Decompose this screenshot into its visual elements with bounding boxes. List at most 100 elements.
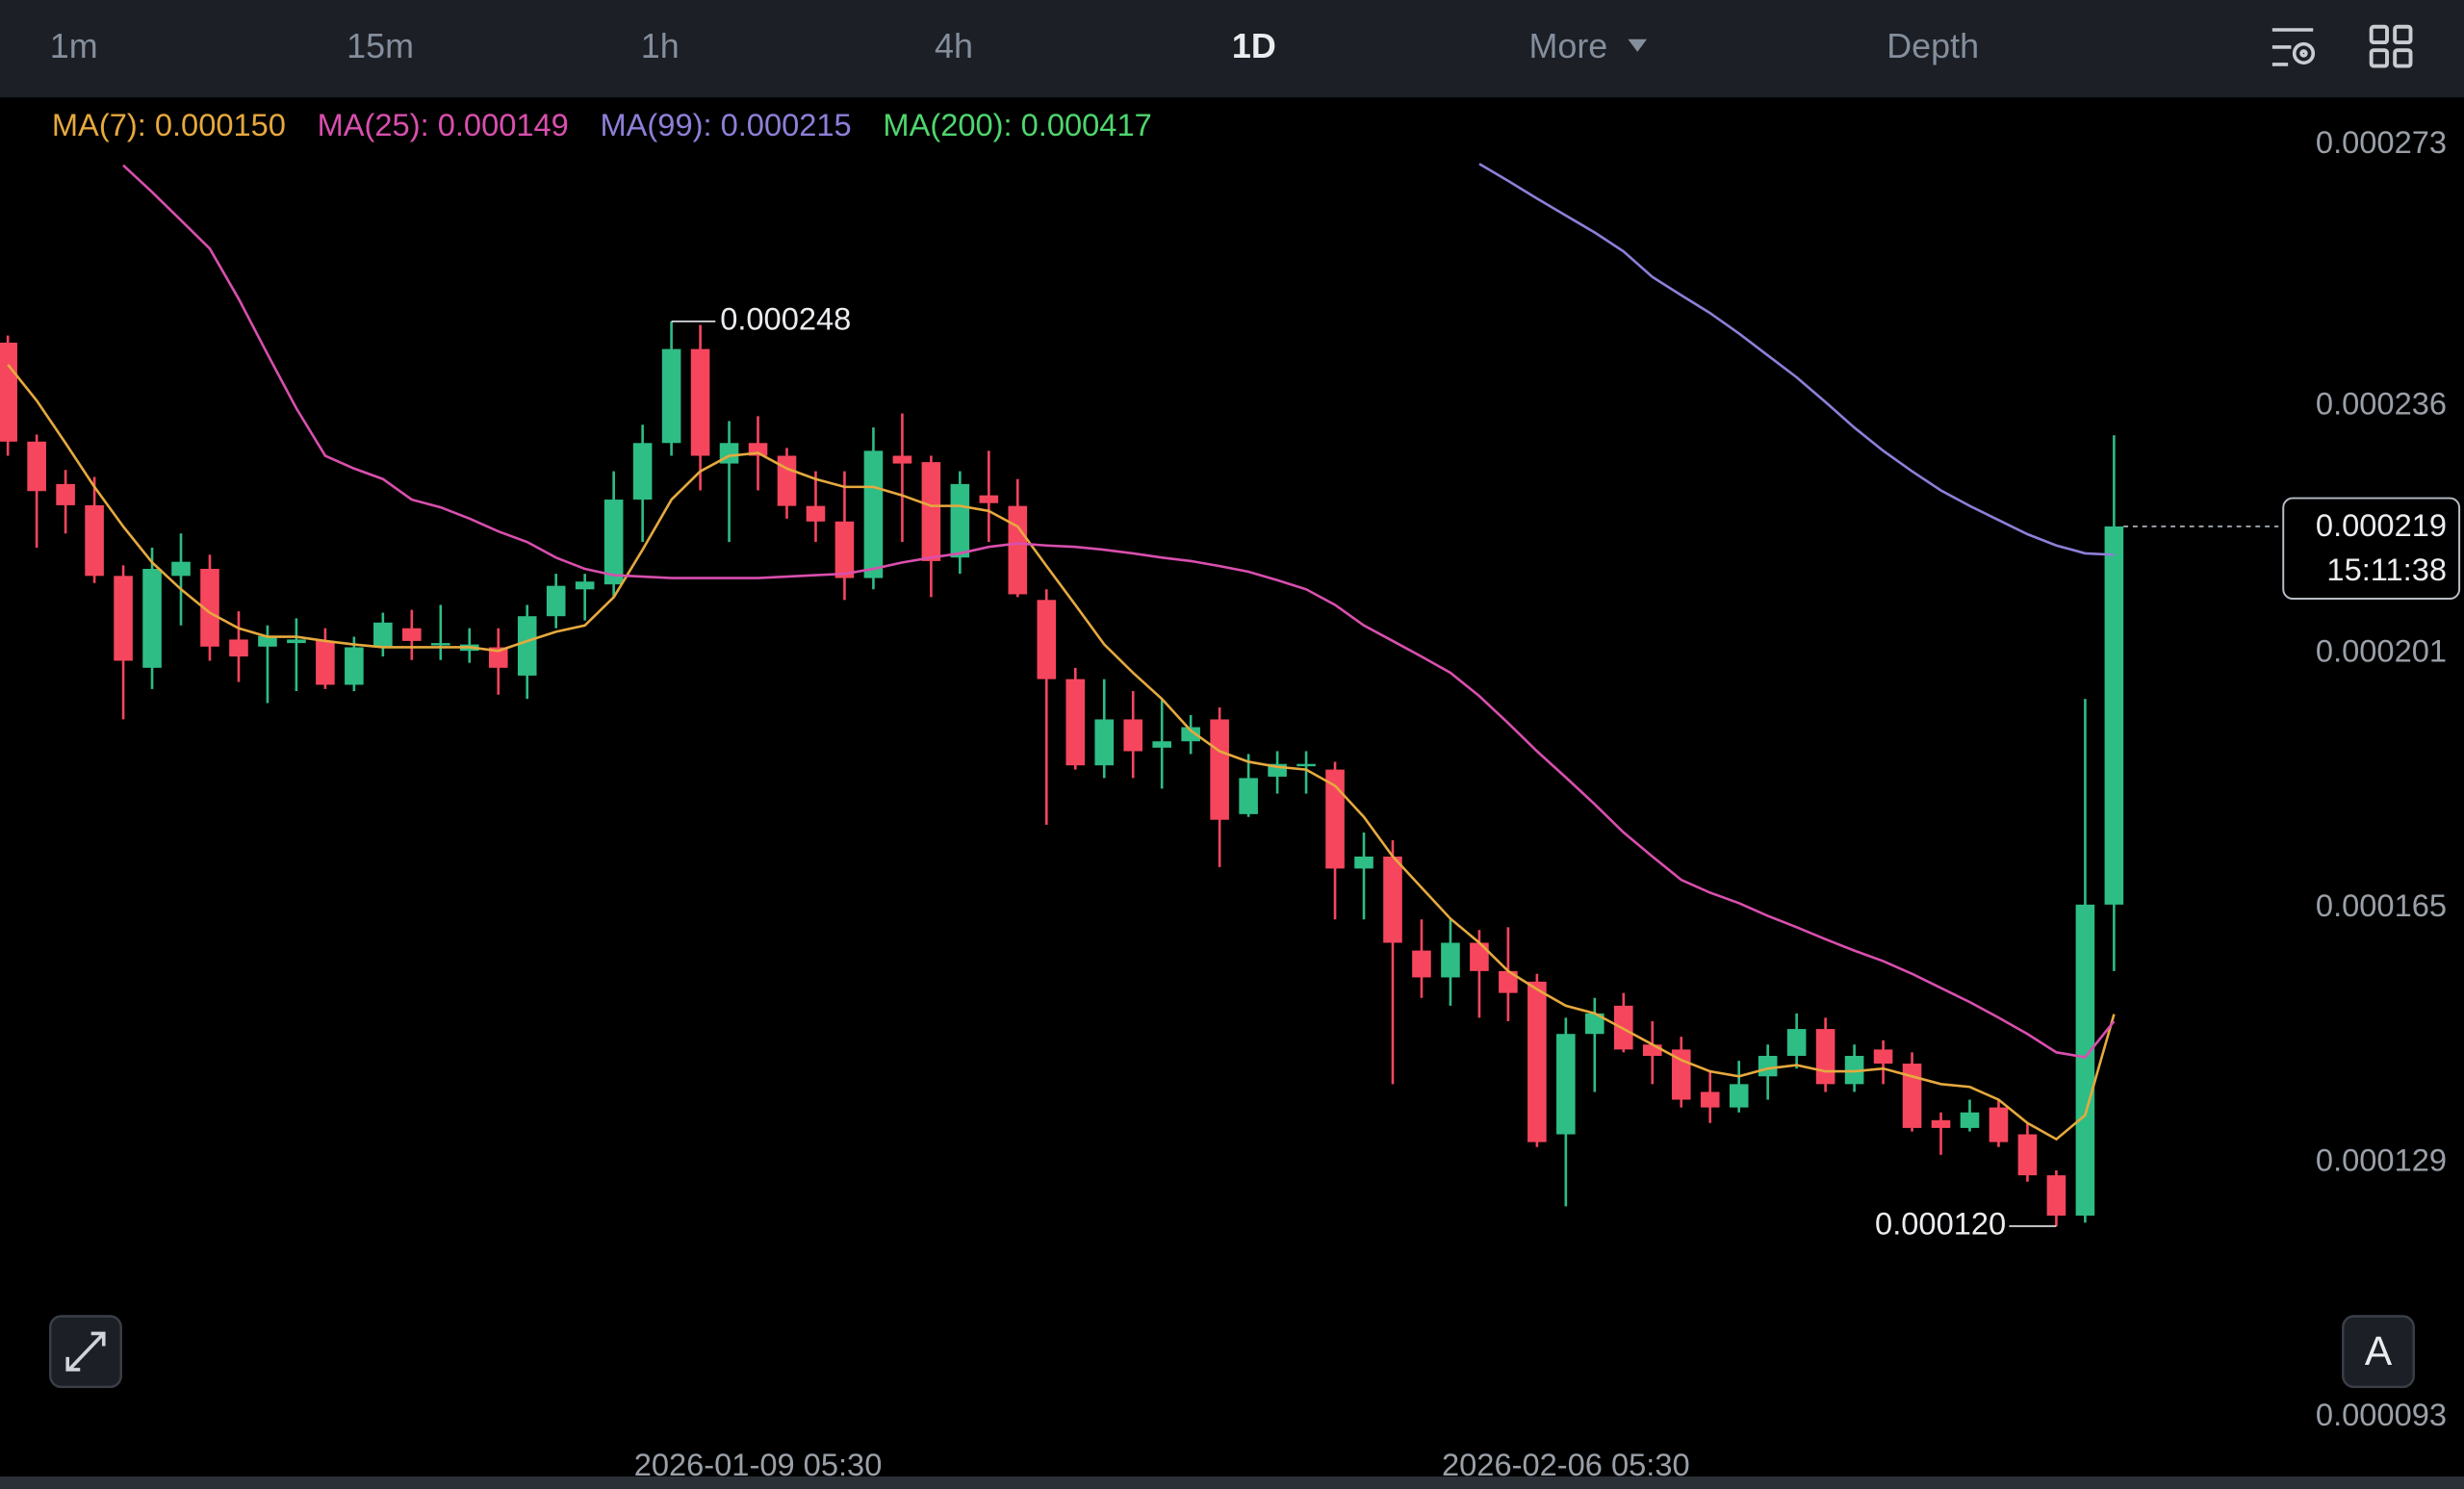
candle-body bbox=[2017, 1134, 2038, 1176]
candle-body bbox=[690, 348, 710, 456]
candle-body bbox=[546, 585, 566, 617]
expand-button[interactable] bbox=[49, 1315, 122, 1389]
candle-body bbox=[114, 576, 133, 661]
legend-entry: MA(99): 0.000215 bbox=[600, 107, 851, 142]
candle-body bbox=[1989, 1107, 2009, 1142]
price-axis: 0.000093 0.000129 0.000165 0.000201 0.000236… bbox=[634, 124, 2461, 1482]
y-tick-label: 0.000129 bbox=[2316, 1142, 2447, 1178]
candle-body bbox=[1239, 778, 1258, 814]
candle-body bbox=[1094, 719, 1115, 766]
high-label: 0.000248 bbox=[720, 301, 851, 337]
candle-body bbox=[777, 455, 797, 506]
candle-body bbox=[1152, 741, 1171, 748]
auto-button-label[interactable]: A bbox=[2365, 1328, 2393, 1373]
y-tick-label: 0.000165 bbox=[2316, 887, 2447, 923]
tab[interactable]: 4h bbox=[935, 27, 973, 65]
candle-body bbox=[316, 640, 335, 685]
x-tick-label: 2026-02-06 05:30 bbox=[1442, 1447, 1690, 1482]
candle-body bbox=[2075, 904, 2095, 1216]
candle-body bbox=[171, 561, 191, 577]
x-tick-label: 2026-01-09 05:30 bbox=[634, 1447, 883, 1482]
candle-body bbox=[1844, 1055, 1864, 1085]
candle-body bbox=[1786, 1029, 1807, 1056]
candle-body bbox=[1729, 1084, 1749, 1108]
candle-body bbox=[287, 639, 306, 644]
candle-body bbox=[863, 450, 884, 578]
candle-body bbox=[1758, 1055, 1778, 1077]
tab[interactable]: More bbox=[1528, 27, 1607, 65]
candle-body bbox=[1642, 1044, 1662, 1056]
candle-body bbox=[27, 441, 46, 492]
candle-body bbox=[1181, 727, 1200, 742]
tab[interactable]: 1D bbox=[1232, 27, 1276, 65]
toolbar bbox=[0, 0, 2464, 98]
candle-body bbox=[661, 348, 681, 444]
candle-body bbox=[402, 628, 422, 641]
tab[interactable]: 1h bbox=[641, 27, 680, 65]
candle-body bbox=[1441, 942, 1460, 978]
last-price-box bbox=[2282, 497, 2461, 600]
candle-body bbox=[1527, 981, 1547, 1142]
candle-body bbox=[1065, 679, 1086, 766]
ma-line bbox=[122, 164, 2116, 1059]
candle-body bbox=[229, 639, 248, 657]
candle-body bbox=[2046, 1175, 2066, 1216]
candle-body bbox=[2104, 526, 2124, 905]
candle-body bbox=[921, 462, 941, 561]
candle-body bbox=[1960, 1112, 1980, 1128]
tabs: 1m 15m 1h 4h 1D More Depth bbox=[50, 27, 1979, 65]
candle-body bbox=[1412, 950, 1431, 978]
bottom-bar bbox=[0, 1476, 2464, 1489]
candle-body bbox=[603, 500, 624, 585]
candle-body bbox=[0, 343, 17, 442]
candle-body bbox=[1470, 942, 1489, 971]
candle-body bbox=[1931, 1119, 1951, 1128]
candle-body bbox=[1815, 1029, 1835, 1085]
layout-icon[interactable] bbox=[2369, 24, 2413, 68]
candle-body bbox=[373, 622, 393, 648]
y-tick-label: 0.000236 bbox=[2316, 386, 2447, 422]
candle-body bbox=[85, 504, 104, 577]
ma-line bbox=[1478, 163, 2115, 556]
candle-body bbox=[431, 643, 450, 646]
y-tick-label: 0.000273 bbox=[2316, 124, 2447, 160]
countdown-label: 15:11:38 bbox=[2326, 552, 2447, 587]
plot-area: 0.000248 0.000120 bbox=[0, 163, 2279, 1242]
candle-body bbox=[1873, 1049, 1893, 1065]
candle-body bbox=[1210, 719, 1229, 820]
candle-body bbox=[56, 483, 75, 505]
settings-icon[interactable] bbox=[2272, 28, 2316, 66]
low-label: 0.000120 bbox=[1875, 1206, 2006, 1242]
candle-body bbox=[1008, 505, 1028, 595]
candle-body bbox=[1037, 600, 1057, 680]
candle-body bbox=[142, 569, 162, 668]
candle-body bbox=[200, 569, 219, 647]
tab[interactable]: 1m bbox=[50, 27, 98, 65]
candle-body bbox=[806, 505, 826, 522]
candle-body bbox=[950, 483, 970, 558]
y-tick-label: 0.000093 bbox=[2316, 1397, 2447, 1432]
candle-body bbox=[1700, 1091, 1720, 1108]
candle-body bbox=[345, 647, 364, 685]
candle-body bbox=[1354, 856, 1373, 869]
legend-entry: MA(7): 0.000150 bbox=[52, 107, 286, 142]
candle-body bbox=[1296, 763, 1316, 767]
auto-button[interactable] bbox=[2342, 1315, 2415, 1389]
candle-body bbox=[1585, 1013, 1604, 1035]
y-tick-label: 0.000201 bbox=[2316, 633, 2447, 669]
candle-body bbox=[892, 455, 912, 464]
candle-body bbox=[1383, 856, 1402, 943]
legend-entry: MA(200): 0.000417 bbox=[883, 107, 1151, 142]
candle-body bbox=[258, 635, 277, 647]
legend-entry: MA(25): 0.000149 bbox=[318, 107, 569, 142]
more-caret[interactable] bbox=[1628, 39, 1648, 52]
candle-body bbox=[1325, 769, 1345, 869]
candle-body bbox=[575, 581, 595, 590]
ma-line bbox=[7, 363, 2116, 1142]
ma-legend: MA(7): 0.000150 MA(25): 0.000149 MA(99): 0… bbox=[52, 107, 1152, 142]
tab[interactable]: Depth bbox=[1886, 27, 1979, 65]
candle-body bbox=[1902, 1064, 1922, 1128]
tab[interactable]: 15m bbox=[346, 27, 414, 65]
